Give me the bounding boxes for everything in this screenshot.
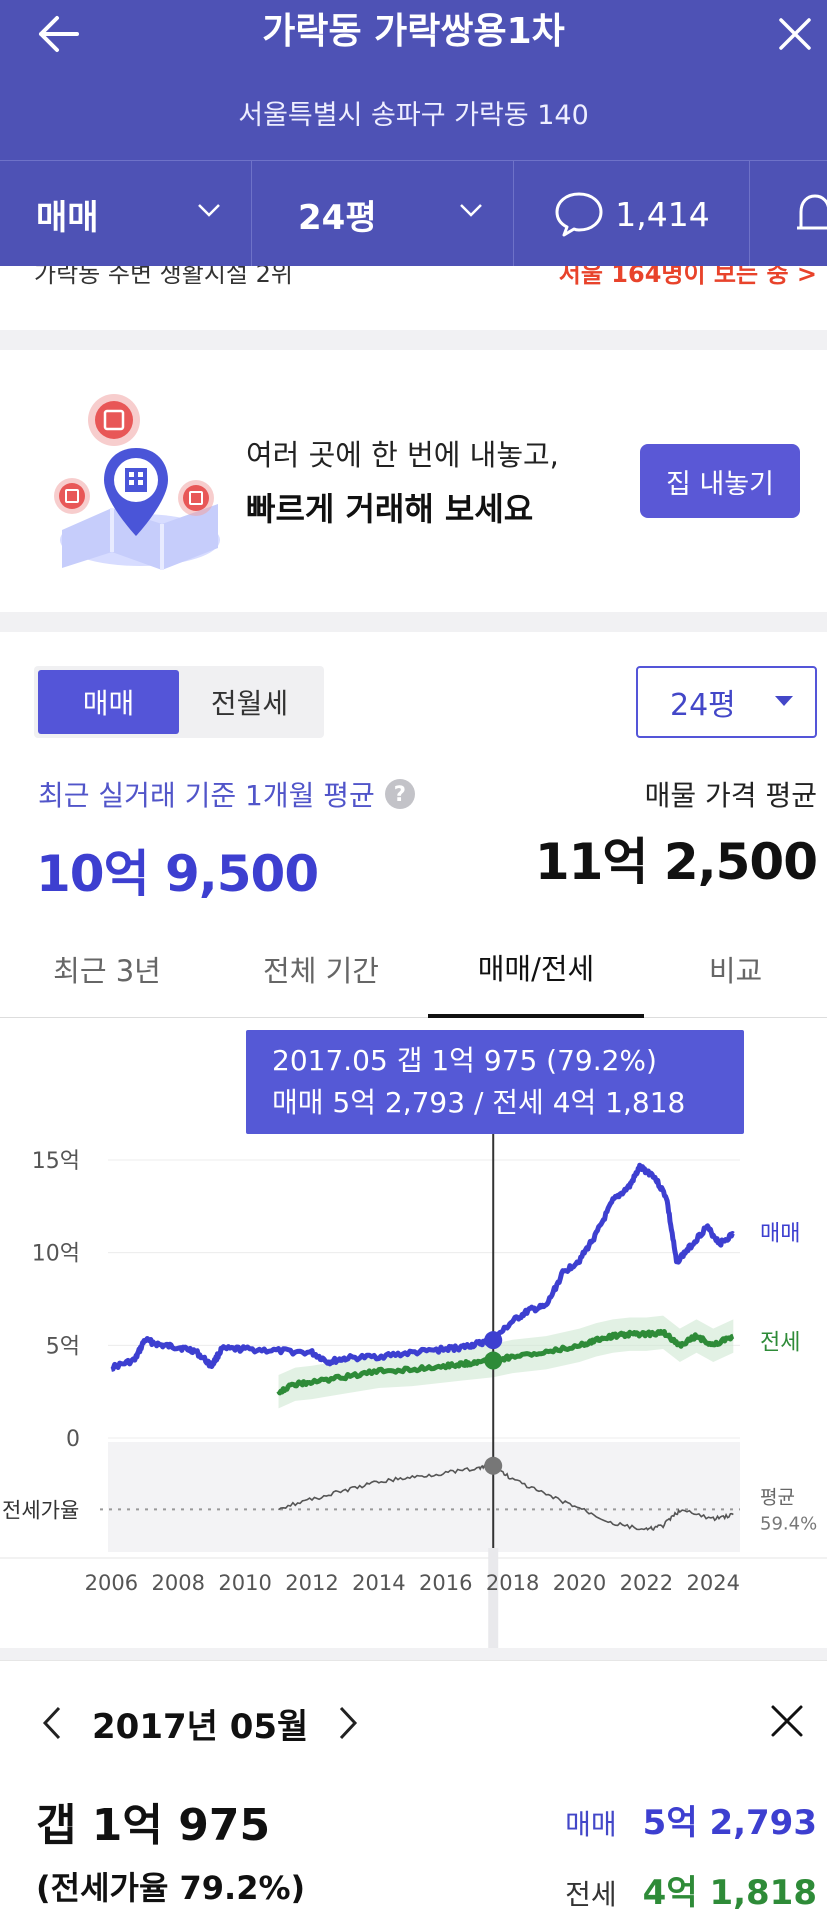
y-tick-label: 10억 (32, 1242, 80, 1267)
price-chart-svg: 15억 10억 5억 0 2006 2008 2010 2012 2014 2016 2018 202… (0, 1134, 827, 1650)
listing-banner[interactable]: 여러 곳에 한 번에 내놓고, 빠르게 거래해 보세요 집 내놓기 (0, 350, 827, 612)
x-tick-label: 2024 (687, 1571, 740, 1595)
chevron-down-icon (460, 204, 482, 217)
close-icon (779, 18, 811, 50)
help-icon[interactable]: ? (384, 779, 415, 809)
speech-bubble-icon (555, 192, 603, 237)
chevron-down-icon (198, 204, 220, 217)
next-month-button[interactable] (330, 1701, 366, 1745)
detail-sale-key: 매매 (565, 1808, 617, 1841)
list-house-button[interactable]: 집 내놓기 (640, 444, 800, 518)
comment-count: 1,414 (615, 194, 710, 234)
x-tick-label: 2006 (85, 1571, 138, 1595)
bell-icon (797, 194, 827, 230)
x-tick-label: 2010 (218, 1571, 271, 1595)
y-tick-label: 0 (66, 1427, 80, 1452)
page-title: 가락동 가락쌍용1차 (262, 11, 565, 52)
trade-segment-control: 매매 전월세 (34, 666, 324, 738)
x-tick-label: 2016 (419, 1571, 472, 1595)
x-tick-label: 2020 (553, 1571, 606, 1595)
close-button[interactable] (767, 6, 823, 62)
detail-jeonse-value: 4억 1,818 (642, 1873, 817, 1913)
sale-price-line (110, 1162, 735, 1372)
comments-button[interactable]: 1,414 (514, 161, 750, 267)
ratio-band (108, 1442, 740, 1552)
app-header: 가락동 가락쌍용1차 서울특별시 송파구 가락동 140 매매 24평 1,41… (0, 0, 827, 267)
size-select-value: 24평 (670, 688, 736, 723)
detail-ratio: (전세가율 79.2%) (36, 1869, 306, 1907)
section-divider (0, 330, 827, 350)
address: 서울특별시 송파구 가락동 140 (238, 100, 589, 131)
jeonse-series-label: 전세 (760, 1331, 800, 1356)
recent-average-value: 10억 9,500 (36, 845, 319, 903)
y-tick-label: 15억 (32, 1149, 80, 1174)
tab-recent-3y[interactable]: 최근 3년 (53, 954, 161, 988)
x-tick-label: 2008 (151, 1571, 204, 1595)
trade-type-dropdown[interactable]: 매매 (0, 161, 252, 267)
x-tick-label: 2018 (486, 1571, 539, 1595)
segment-rent[interactable]: 전월세 (210, 687, 289, 720)
price-chart[interactable]: 15억 10억 5억 0 2006 2008 2010 2012 2014 2016 2018 202… (0, 1018, 827, 1650)
back-button[interactable] (30, 6, 86, 62)
period-tabs: 최근 3년 전체 기간 매매/전세 비교 (0, 920, 827, 1018)
detail-gap: 갭 1억 975 (36, 1800, 271, 1851)
recent-average-label: 최근 실거래 기준 1개월 평균 ? (38, 774, 415, 814)
sale-series-label: 매매 (760, 1221, 800, 1246)
chart-tooltip: 2017.05 갭 1억 975 (79.2%) 매매 5억 2,793 / 전… (246, 1030, 744, 1134)
detail-sale-row: 매매 5억 2,793 (565, 1795, 817, 1844)
x-tick-label: 2014 (352, 1571, 405, 1595)
size-select[interactable]: 24평 (636, 666, 817, 738)
size-dropdown[interactable]: 24평 (252, 161, 514, 267)
detail-sale-value: 5억 2,793 (642, 1803, 817, 1843)
tab-compare[interactable]: 비교 (708, 954, 763, 988)
tab-all-period[interactable]: 전체 기간 (263, 954, 379, 988)
x-tick-label: 2012 (285, 1571, 338, 1595)
tooltip-line2: 매매 5억 2,793 / 전세 4억 1,818 (272, 1086, 686, 1119)
alert-button[interactable] (750, 161, 827, 267)
detail-jeonse-row: 전세 4억 1,818 (565, 1865, 817, 1914)
detail-month: 2017년 05월 (92, 1707, 309, 1747)
tab-sale-jeonse[interactable]: 매매/전세 (428, 920, 644, 1018)
banner-line1: 여러 곳에 한 번에 내놓고, (246, 438, 559, 472)
cut-off-row: 가락동 주변 생활시설 2위 서울 164명이 보는 중 > (0, 266, 827, 288)
banner-line2: 빠르게 거래해 보세요 (246, 490, 534, 528)
detail-jeonse-key: 전세 (565, 1878, 617, 1911)
close-icon (771, 1705, 803, 1737)
listing-average-value: 11억 2,500 (534, 833, 818, 891)
prev-month-button[interactable] (34, 1701, 70, 1745)
tooltip-line1: 2017.05 갭 1억 975 (79.2%) (272, 1044, 657, 1077)
month-detail-panel: 2017년 05월 갭 1억 975 (전세가율 79.2%) 매매 5억 2,… (0, 1660, 827, 1918)
chevron-left-icon (42, 1706, 61, 1740)
average-label: 평균 (760, 1486, 795, 1508)
segment-sale[interactable]: 매매 (38, 670, 179, 734)
cut-off-text-left: 가락동 주변 생활시설 2위 (34, 266, 293, 288)
average-value: 59.4% (760, 1513, 817, 1534)
listing-average-label: 매물 가격 평균 (644, 779, 817, 812)
map-pin-illustration-icon (54, 394, 220, 570)
ratio-marker-dot (484, 1456, 503, 1475)
y-tick-label: 5억 (46, 1334, 80, 1359)
arrow-left-icon (39, 16, 79, 52)
size-label: 24평 (298, 197, 377, 238)
filter-bar: 매매 24평 1,414 (0, 160, 827, 267)
caret-down-icon (775, 696, 793, 706)
jeonse-price-line (276, 1328, 735, 1396)
scrub-handle (488, 1548, 499, 1650)
cut-off-text-right: 서울 164명이 보는 중 > (558, 266, 817, 288)
ratio-axis-label: 전세가율 (2, 1498, 79, 1522)
section-divider (0, 612, 827, 632)
jeonse-range-band (278, 1315, 734, 1409)
jeonse-ratio-line (278, 1462, 734, 1531)
chevron-right-icon (339, 1706, 358, 1740)
recent-average-text: 최근 실거래 기준 1개월 평균 (38, 779, 375, 812)
trade-type-label: 매매 (36, 197, 99, 238)
detail-close-button[interactable] (763, 1697, 811, 1745)
x-tick-label: 2022 (620, 1571, 673, 1595)
jeonse-marker-dot (484, 1351, 503, 1370)
sale-marker-dot (484, 1331, 503, 1350)
